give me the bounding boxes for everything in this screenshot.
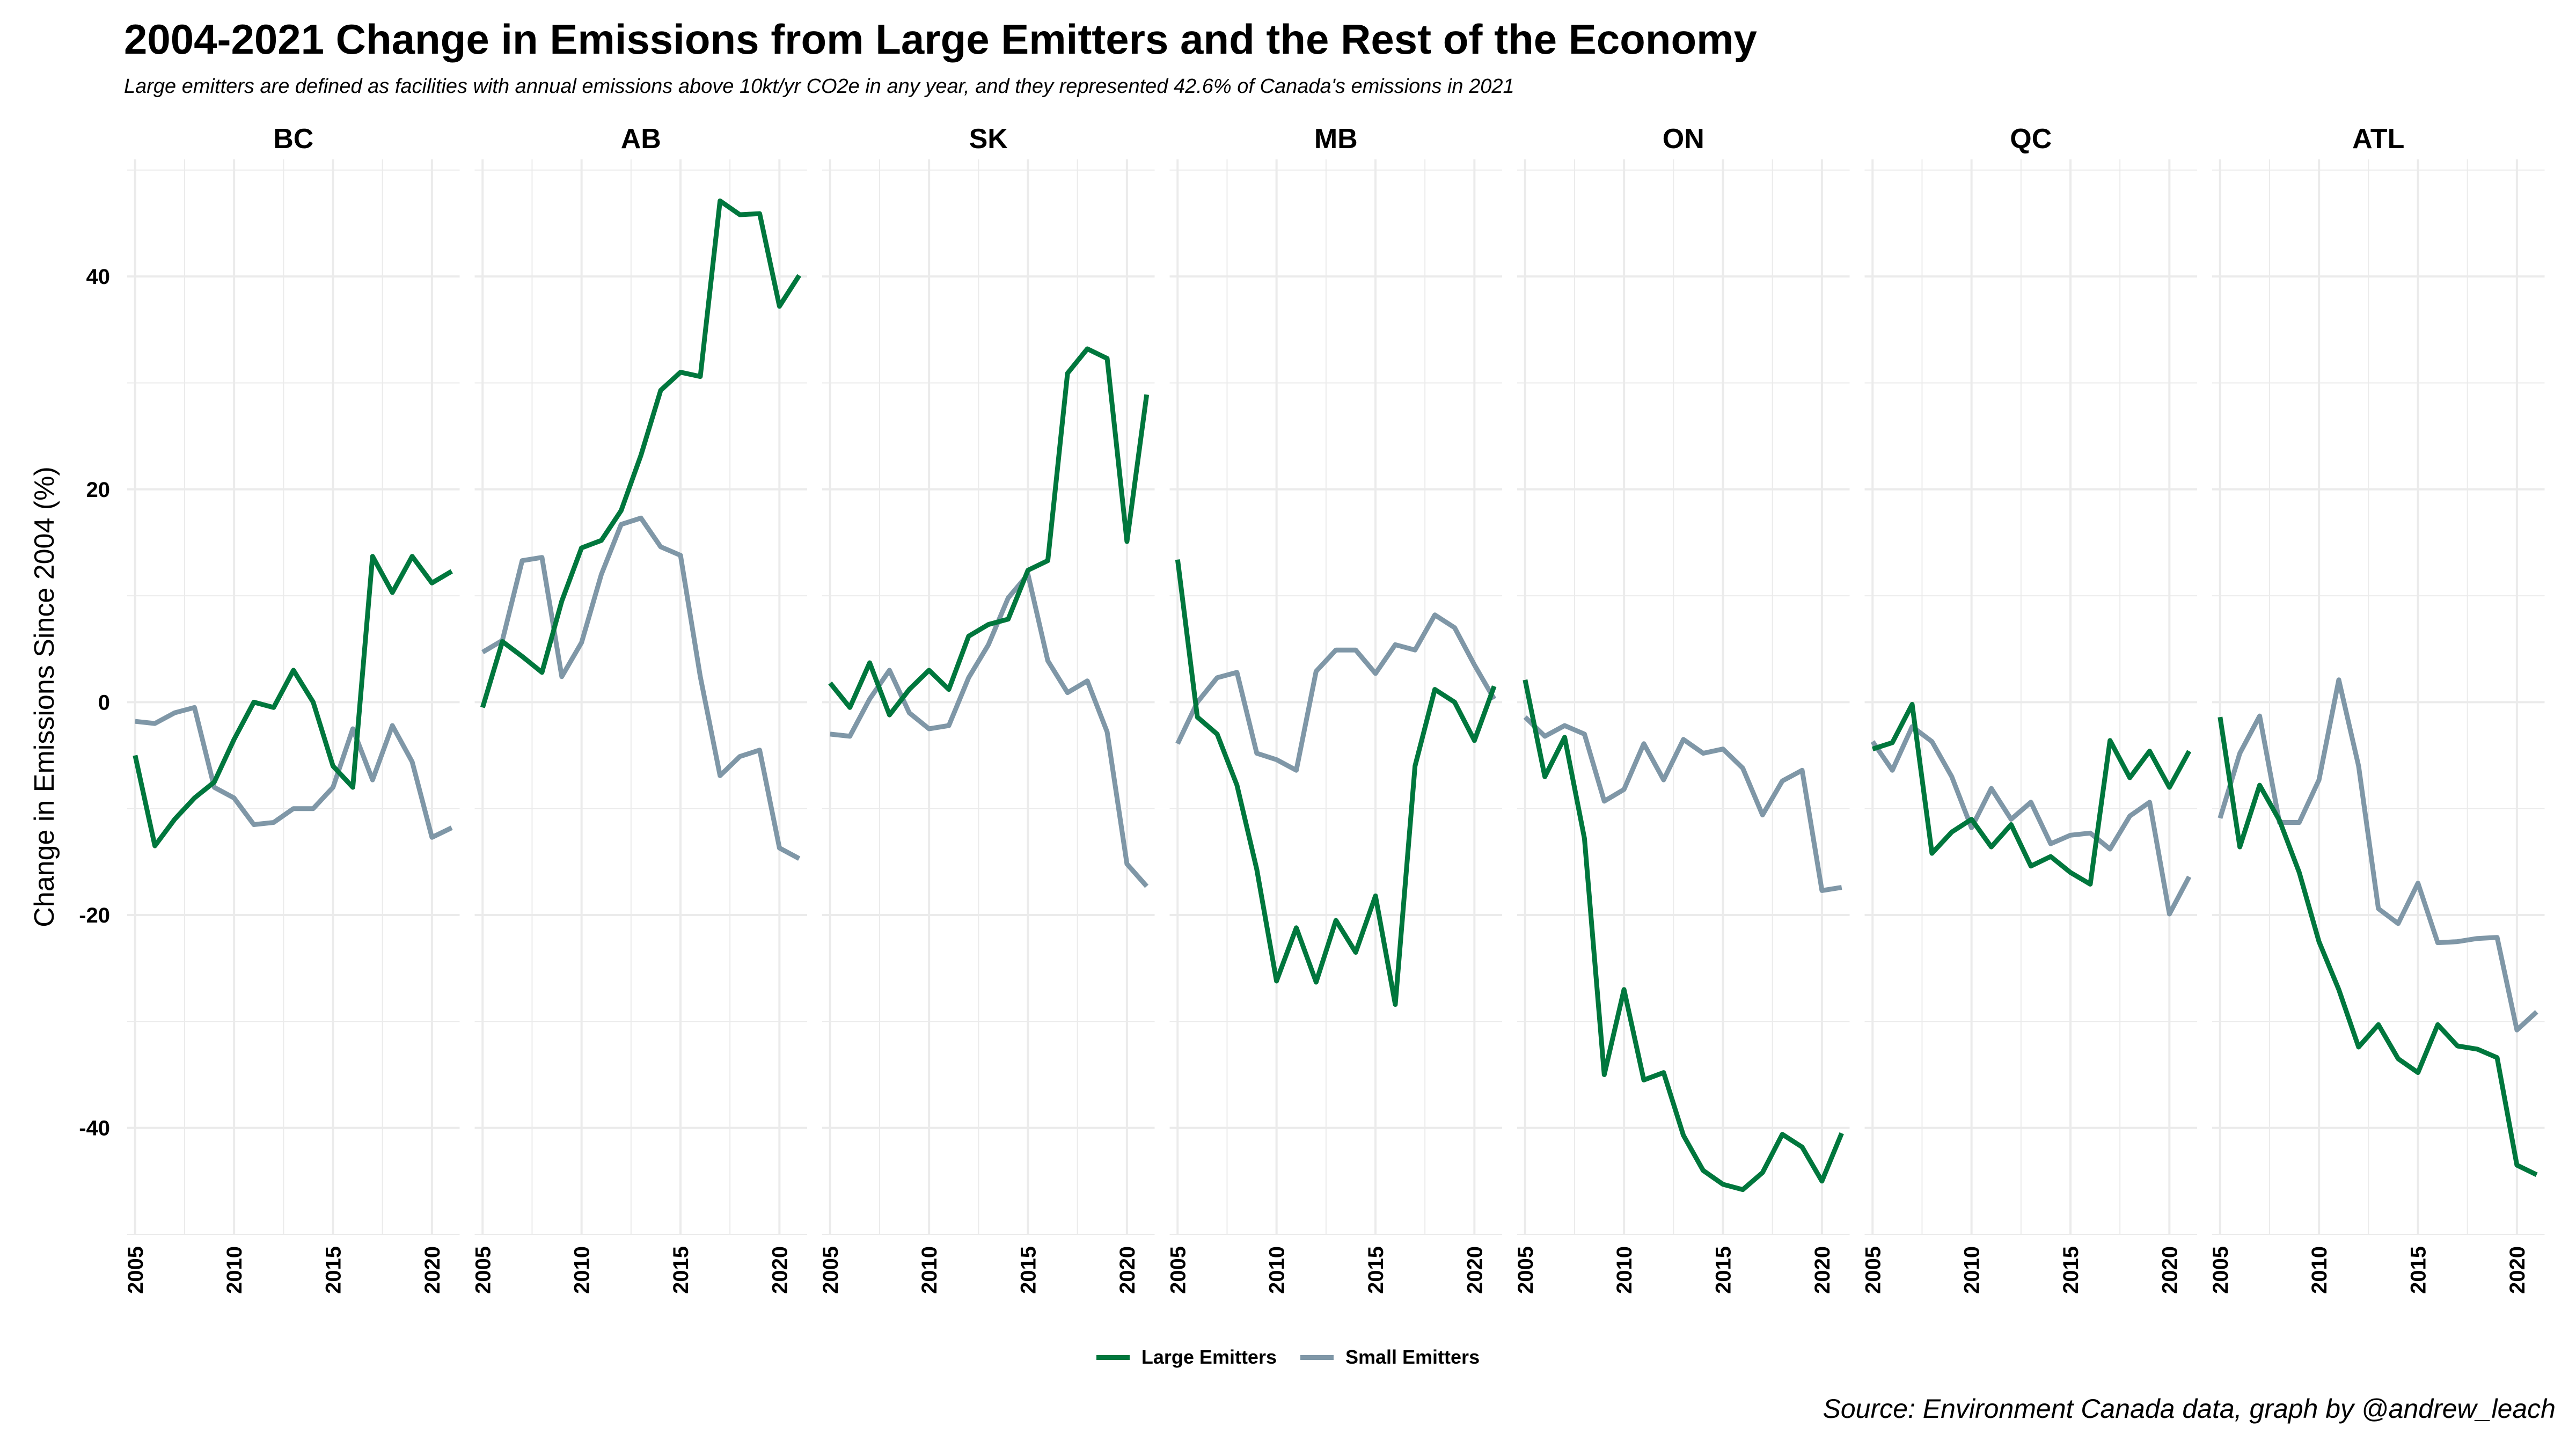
x-tick-label-ab: 2020: [768, 1246, 792, 1294]
x-tick-label-on: 2020: [1811, 1246, 1834, 1294]
source-caption: Source: Environment Canada data, graph b…: [1823, 1394, 2556, 1424]
x-tick-label-ab: 2005: [471, 1246, 495, 1294]
series-line-large-mb: [1175, 559, 1497, 1007]
x-tick-label-sk: 2020: [1116, 1246, 1139, 1294]
y-tick-label: 40: [86, 265, 111, 289]
x-tick-label-qc: 2005: [1861, 1246, 1885, 1294]
legend: Large Emitters Small Emitters: [0, 1346, 2576, 1368]
legend-label-small: Small Emitters: [1345, 1346, 1480, 1368]
panel-title-on: ON: [1663, 123, 1704, 155]
x-tick-label-mb: 2005: [1166, 1246, 1190, 1294]
y-tick-label: 0: [98, 691, 110, 714]
x-tick-label-on: 2005: [1514, 1246, 1538, 1294]
panel-title-bc: BC: [273, 123, 313, 155]
x-tick-label-mb: 2010: [1265, 1246, 1289, 1294]
panel-title-sk: SK: [969, 123, 1008, 155]
x-tick-label-mb: 2020: [1463, 1246, 1487, 1294]
x-tick-label-ab: 2015: [669, 1246, 693, 1294]
series-line-small-ab: [481, 515, 801, 861]
legend-label-large: Large Emitters: [1141, 1346, 1277, 1368]
series-line-large-qc: [1871, 701, 2192, 887]
legend-item-small: Small Emitters: [1300, 1346, 1480, 1368]
series-line-large-on: [1523, 679, 1844, 1192]
panel-title-qc: QC: [2010, 123, 2052, 155]
x-tick-label-bc: 2015: [322, 1246, 346, 1294]
series-line-small-qc: [1870, 724, 2192, 917]
x-tick-label-atl: 2010: [2308, 1246, 2331, 1294]
chart-title: 2004-2021 Change in Emissions from Large…: [124, 16, 1757, 63]
x-tick-label-qc: 2015: [2059, 1246, 2083, 1294]
x-tick-label-atl: 2005: [2209, 1246, 2233, 1294]
x-tick-label-on: 2015: [1712, 1246, 1736, 1294]
chart-subtitle: Large emitters are defined as facilities…: [124, 75, 1514, 98]
y-tick-label: -20: [79, 904, 110, 927]
panel-title-ab: AB: [621, 123, 661, 155]
y-tick-label: 20: [86, 478, 111, 502]
series-line-small-bc: [135, 705, 453, 840]
x-tick-label-qc: 2010: [1960, 1246, 1984, 1294]
series-line-small-mb: [1175, 612, 1497, 773]
legend-item-large: Large Emitters: [1096, 1346, 1277, 1368]
panel-title-atl: ATL: [2352, 123, 2404, 155]
x-tick-label-qc: 2020: [2158, 1246, 2182, 1294]
x-tick-label-bc: 2020: [421, 1246, 444, 1294]
x-tick-label-sk: 2005: [819, 1246, 843, 1294]
series-line-small-on: [1523, 715, 1842, 893]
x-tick-label-on: 2010: [1613, 1246, 1636, 1294]
legend-swatch-large: [1096, 1355, 1130, 1360]
x-tick-label-sk: 2015: [1017, 1246, 1041, 1294]
panel-title-mb: MB: [1314, 123, 1358, 155]
x-tick-label-bc: 2005: [124, 1246, 148, 1294]
x-tick-label-atl: 2015: [2407, 1246, 2431, 1294]
x-tick-label-atl: 2020: [2506, 1246, 2529, 1294]
series-line-large-sk: [828, 346, 1150, 718]
series-line-small-sk: [830, 572, 1149, 888]
series-line-large-atl: [2218, 716, 2538, 1177]
y-tick-label: -40: [79, 1117, 110, 1140]
x-tick-label-sk: 2010: [918, 1246, 941, 1294]
x-tick-label-ab: 2010: [570, 1246, 594, 1294]
series-line-large-bc: [133, 554, 453, 848]
series-line-small-atl: [2218, 677, 2538, 1033]
x-tick-label-mb: 2015: [1364, 1246, 1388, 1294]
y-axis-title: Change in Emissions Since 2004 (%): [29, 466, 60, 927]
x-tick-label-bc: 2010: [223, 1246, 246, 1294]
legend-swatch-small: [1300, 1355, 1334, 1360]
series-line-large-ab: [480, 198, 801, 708]
